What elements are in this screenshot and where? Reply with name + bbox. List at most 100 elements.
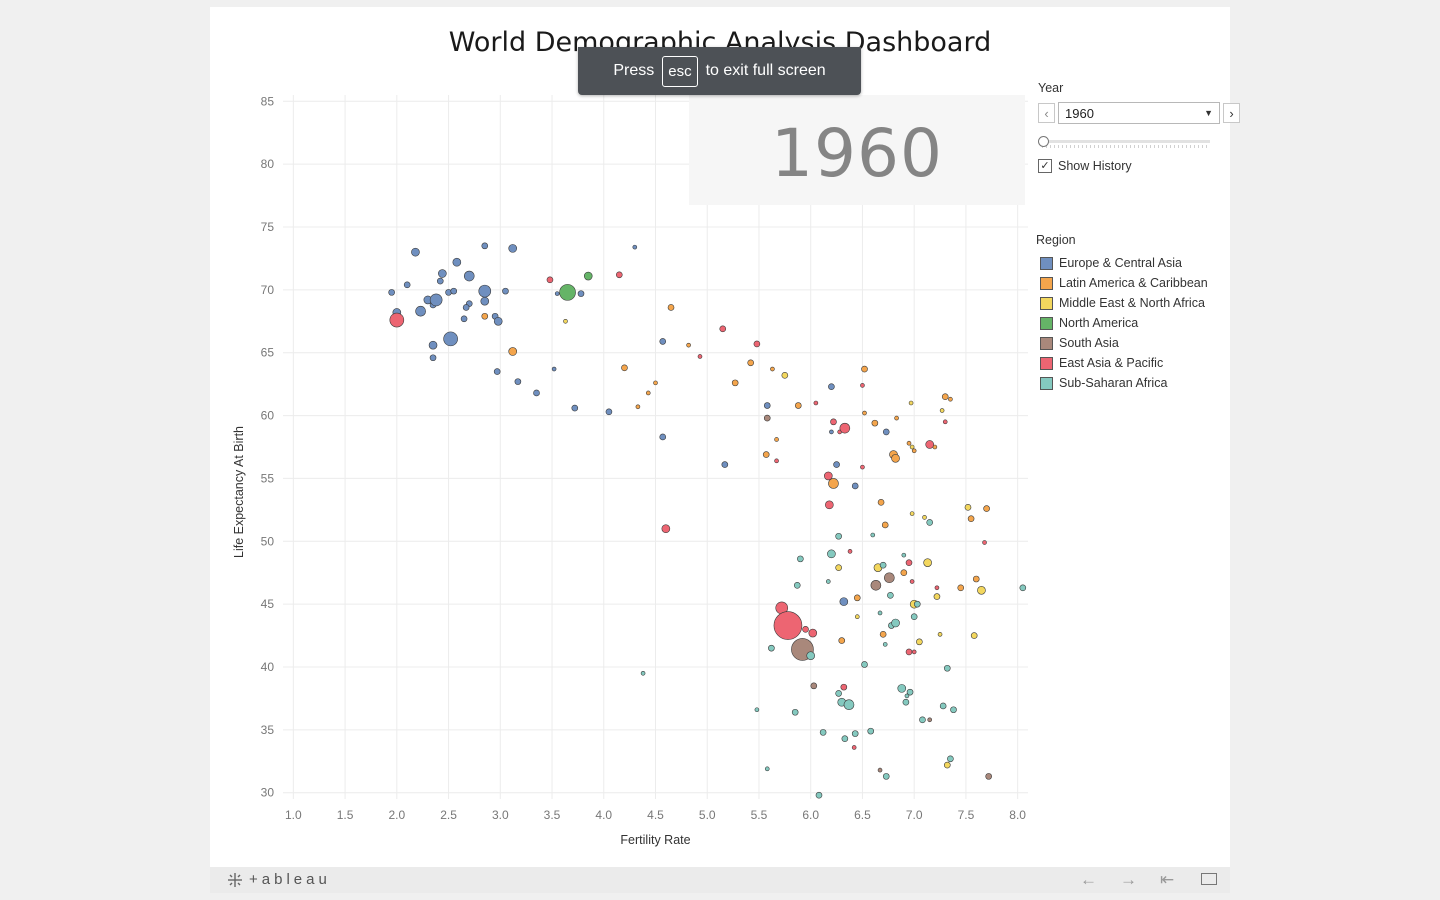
data-point[interactable]: [828, 478, 839, 489]
data-point[interactable]: [860, 383, 865, 388]
legend-item[interactable]: South Asia: [1040, 333, 1208, 353]
data-point[interactable]: [763, 402, 771, 409]
redo-arrow-icon[interactable]: →: [1120, 870, 1137, 889]
data-point[interactable]: [957, 584, 965, 592]
data-point[interactable]: [794, 402, 802, 409]
data-point[interactable]: [554, 291, 560, 296]
data-point[interactable]: [774, 437, 779, 442]
data-point[interactable]: [686, 342, 691, 348]
data-point[interactable]: [909, 579, 915, 584]
data-point[interactable]: [793, 581, 801, 589]
data-point[interactable]: [802, 625, 809, 633]
data-point[interactable]: [862, 410, 867, 416]
data-point[interactable]: [861, 365, 868, 373]
data-point[interactable]: [948, 396, 953, 402]
data-point[interactable]: [563, 318, 568, 324]
data-point[interactable]: [747, 359, 754, 367]
data-point[interactable]: [753, 340, 761, 348]
data-point[interactable]: [781, 372, 789, 379]
data-point[interactable]: [615, 271, 623, 279]
data-point[interactable]: [438, 269, 447, 278]
data-point[interactable]: [977, 586, 986, 595]
data-point[interactable]: [901, 552, 907, 558]
data-point[interactable]: [825, 579, 831, 584]
data-point[interactable]: [919, 716, 926, 724]
data-point[interactable]: [388, 289, 395, 296]
data-point[interactable]: [964, 504, 972, 511]
data-point[interactable]: [635, 404, 641, 410]
undo-arrow-icon[interactable]: ←: [1080, 870, 1097, 889]
data-point[interactable]: [838, 637, 846, 644]
slider-knob[interactable]: [1038, 136, 1049, 147]
data-point[interactable]: [922, 515, 927, 520]
data-point[interactable]: [882, 773, 890, 780]
data-point[interactable]: [829, 429, 834, 435]
data-point[interactable]: [835, 532, 842, 540]
data-point[interactable]: [882, 642, 888, 647]
data-point[interactable]: [934, 585, 940, 591]
data-point[interactable]: [819, 729, 827, 736]
data-point[interactable]: [653, 380, 658, 386]
data-point[interactable]: [462, 304, 470, 311]
data-point[interactable]: [770, 366, 775, 372]
data-point[interactable]: [847, 549, 853, 554]
data-point[interactable]: [583, 271, 593, 281]
data-point[interactable]: [870, 579, 882, 591]
data-point[interactable]: [429, 354, 437, 362]
data-point[interactable]: [806, 651, 816, 660]
data-point[interactable]: [1019, 584, 1027, 592]
data-point[interactable]: [827, 549, 836, 559]
data-point[interactable]: [891, 454, 900, 463]
data-point[interactable]: [906, 440, 912, 446]
data-point[interactable]: [502, 287, 509, 295]
data-point[interactable]: [879, 561, 887, 569]
data-point[interactable]: [813, 400, 819, 406]
legend-item[interactable]: Sub-Saharan Africa: [1040, 373, 1208, 393]
data-point[interactable]: [697, 354, 703, 359]
data-point[interactable]: [768, 644, 775, 652]
data-point[interactable]: [508, 244, 518, 253]
data-point[interactable]: [605, 408, 613, 416]
revert-icon[interactable]: ⇤: [1160, 870, 1175, 889]
data-point[interactable]: [808, 628, 818, 638]
data-point[interactable]: [667, 304, 675, 311]
data-point[interactable]: [481, 312, 489, 320]
data-point[interactable]: [514, 378, 522, 385]
data-point[interactable]: [645, 390, 651, 396]
data-point[interactable]: [571, 404, 579, 412]
data-point[interactable]: [719, 325, 727, 333]
data-point[interactable]: [854, 614, 860, 620]
data-point[interactable]: [577, 290, 585, 297]
data-point[interactable]: [871, 419, 879, 427]
data-point[interactable]: [428, 340, 438, 350]
data-point[interactable]: [927, 717, 933, 723]
data-point[interactable]: [851, 730, 859, 737]
data-point[interactable]: [721, 461, 729, 468]
data-point[interactable]: [853, 594, 861, 602]
data-point[interactable]: [967, 515, 975, 522]
data-point[interactable]: [982, 540, 987, 545]
data-point[interactable]: [546, 276, 554, 284]
data-point[interactable]: [942, 419, 948, 425]
data-point[interactable]: [640, 670, 646, 676]
data-point[interactable]: [452, 257, 462, 267]
data-point[interactable]: [659, 338, 667, 345]
data-point[interactable]: [923, 558, 932, 567]
data-point[interactable]: [882, 428, 890, 436]
prev-year-button[interactable]: ‹: [1038, 103, 1055, 123]
data-point[interactable]: [493, 368, 501, 375]
data-point[interactable]: [851, 745, 857, 750]
data-point[interactable]: [983, 505, 990, 512]
data-point[interactable]: [415, 305, 426, 317]
data-point[interactable]: [443, 331, 458, 347]
data-point[interactable]: [828, 383, 835, 390]
data-point[interactable]: [493, 316, 503, 326]
data-point[interactable]: [551, 366, 557, 372]
data-point[interactable]: [894, 415, 899, 421]
data-point[interactable]: [877, 499, 885, 506]
data-point[interactable]: [840, 683, 848, 691]
data-point[interactable]: [559, 284, 576, 301]
data-point[interactable]: [909, 511, 915, 516]
data-point[interactable]: [463, 270, 475, 282]
data-point[interactable]: [947, 755, 954, 763]
